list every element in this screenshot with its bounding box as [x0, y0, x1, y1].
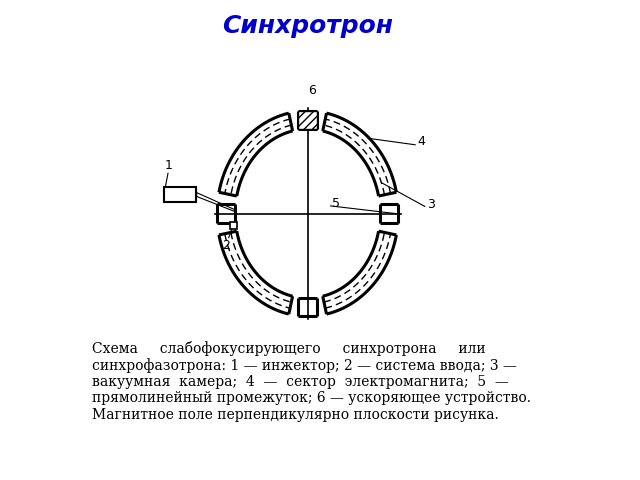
Polygon shape	[298, 111, 317, 129]
Text: 3: 3	[427, 198, 435, 212]
Text: 1: 1	[164, 159, 172, 172]
Text: Схема     слабофокусирующего     синхротрона     или
синхрофазотрона: 1 — инжект: Схема слабофокусирующего синхротрона или…	[92, 341, 531, 421]
Bar	[164, 187, 196, 202]
Text: Синхротрон: Синхротрон	[222, 14, 393, 38]
Text: 5: 5	[332, 197, 340, 211]
Text: 2: 2	[222, 239, 230, 252]
Bar	[230, 222, 237, 229]
Text: 6: 6	[308, 84, 316, 97]
Text: 4: 4	[417, 135, 426, 148]
